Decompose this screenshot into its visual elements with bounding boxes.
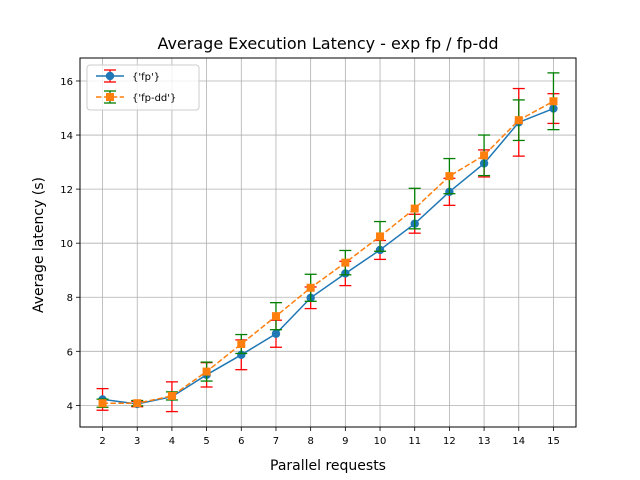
- x-tick-label: 6: [238, 436, 244, 447]
- legend: {'fp'} {'fp-dd'}: [86, 64, 200, 111]
- y-tick-label: 14: [60, 131, 73, 142]
- grid: [80, 58, 576, 427]
- legend-label: {'fp-dd'}: [132, 93, 176, 104]
- x-tick-label: 3: [134, 436, 140, 447]
- y-tick-label: 6: [67, 347, 73, 358]
- legend-marker: [106, 93, 114, 101]
- y-axis-title: Average latency (s): [31, 177, 47, 313]
- data-point: [237, 340, 246, 349]
- x-tick-label: 15: [547, 436, 560, 447]
- data-point: [237, 350, 246, 360]
- x-tick-label: 13: [478, 436, 491, 447]
- legend-label: {'fp'}: [132, 72, 160, 83]
- y-tick-label: 12: [60, 185, 73, 196]
- x-tick-label: 7: [273, 436, 279, 447]
- data-point: [514, 116, 523, 125]
- x-tick-label: 4: [169, 436, 175, 447]
- x-tick-label: 8: [307, 436, 313, 447]
- x-tick-label: 14: [512, 436, 525, 447]
- y-tick-label: 10: [60, 239, 73, 250]
- x-tick-label: 2: [99, 436, 105, 447]
- y-tick-label: 4: [67, 401, 73, 412]
- y-axis-ticks: 4 6 8 10 12 14 16: [60, 77, 80, 412]
- data-point: [410, 204, 419, 213]
- series-2: [96, 72, 560, 408]
- data-point: [271, 329, 281, 338]
- data-point: [306, 283, 315, 292]
- x-axis-title: Parallel requests: [270, 458, 386, 474]
- data-point: [271, 312, 280, 321]
- x-tick-label: 10: [374, 436, 387, 447]
- data-point: [167, 391, 176, 400]
- data-point: [133, 399, 142, 408]
- data-point: [480, 151, 489, 160]
- x-axis-ticks: 2 3 4 5 6 7 8 9 10 11 12 13 14 15: [99, 427, 560, 447]
- y-tick-label: 16: [60, 77, 73, 88]
- plot-frame: [79, 57, 577, 428]
- data-point: [98, 399, 107, 408]
- chart-title: Average Execution Latency - exp fp / fp-…: [157, 34, 498, 53]
- legend-marker: [105, 71, 115, 81]
- x-tick-label: 5: [203, 436, 209, 447]
- y-tick-label: 8: [67, 293, 73, 304]
- data-point: [341, 258, 350, 267]
- data-point: [202, 367, 211, 376]
- data-point: [549, 97, 558, 106]
- data-point: [376, 232, 385, 241]
- x-tick-label: 9: [342, 436, 348, 447]
- x-tick-label: 12: [443, 436, 456, 447]
- plot-series: [96, 72, 560, 413]
- x-tick-label: 11: [408, 436, 421, 447]
- data-point: [445, 172, 454, 181]
- series-line: [102, 107, 554, 405]
